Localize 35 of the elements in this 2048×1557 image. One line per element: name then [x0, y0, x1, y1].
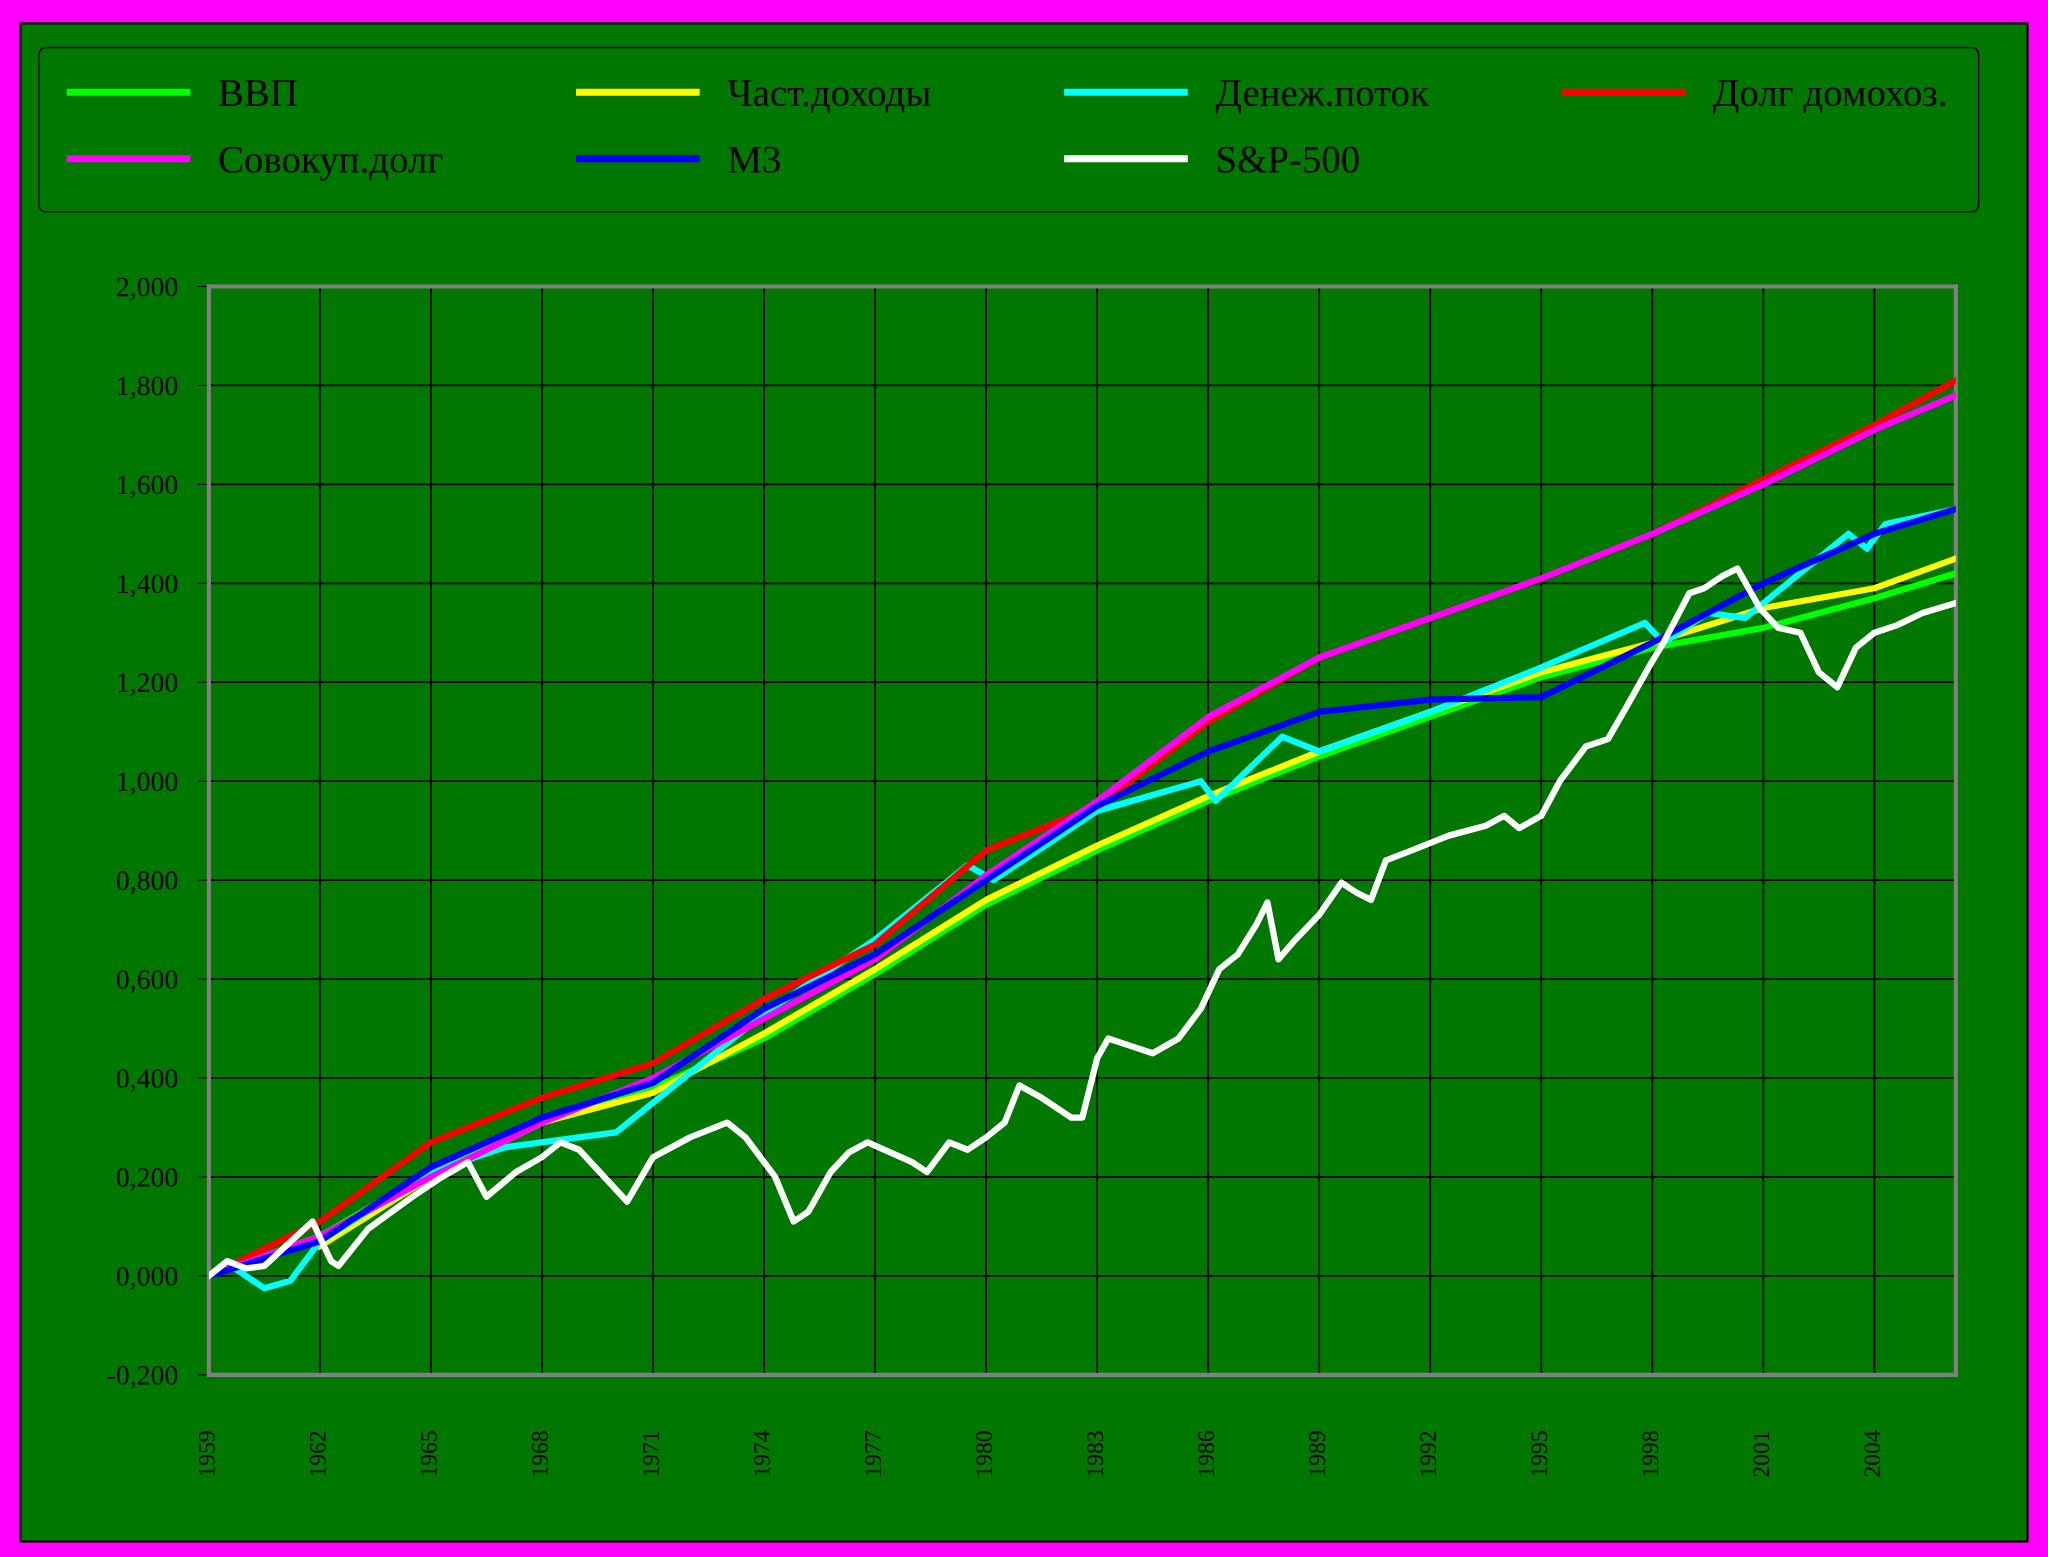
- x-tick-label: 1980: [976, 1431, 993, 1476]
- y-tick-label: 0,000: [116, 1267, 178, 1290]
- legend-label: Совокуп.долг: [219, 146, 443, 181]
- x-tick-label: 1971: [643, 1431, 659, 1476]
- y-tick-label: 0,600: [116, 970, 178, 993]
- y-tick-label: 2,000: [117, 277, 178, 301]
- x-tick-label: 1977: [865, 1431, 882, 1476]
- x-tick-label: 1959: [198, 1431, 215, 1476]
- x-tick-label: 1965: [421, 1431, 437, 1476]
- x-tick-label: 1992: [1420, 1431, 1437, 1476]
- y-tick-label: 0,800: [116, 871, 178, 895]
- x-tick-label: 1983: [1087, 1431, 1104, 1476]
- y-tick-label: -0,200: [107, 1366, 178, 1389]
- y-tick-label: 0,400: [116, 1069, 178, 1092]
- x-tick-label: 1995: [1531, 1431, 1548, 1476]
- legend-label: Денеж.поток: [1215, 80, 1429, 115]
- x-tick-label: 1986: [1198, 1431, 1215, 1476]
- y-tick-label: 1,600: [118, 475, 178, 499]
- x-tick-label: 1974: [754, 1430, 770, 1476]
- x-tick-label: 1962: [309, 1431, 326, 1476]
- x-tick-label: 1968: [531, 1431, 548, 1476]
- x-tick-label: 2004: [1864, 1430, 1881, 1477]
- legend-label: М3: [728, 146, 780, 173]
- legend-label: ВВП: [219, 80, 297, 106]
- x-tick-label: 1989: [1309, 1431, 1326, 1476]
- y-tick-label: 1,200: [118, 673, 178, 697]
- y-tick-label: 0,200: [116, 1168, 178, 1191]
- x-tick-label: 1998: [1642, 1431, 1659, 1476]
- legend-label: Долг домохоз.: [1713, 80, 1945, 115]
- x-tick-label: 2001: [1753, 1431, 1770, 1477]
- y-tick-label: 1,400: [118, 574, 178, 598]
- y-tick-label: 1,800: [118, 376, 178, 400]
- legend-label: Част.доходы: [727, 80, 931, 114]
- y-tick-label: 1,000: [118, 772, 178, 796]
- legend-label: S&P-500: [1218, 146, 1359, 173]
